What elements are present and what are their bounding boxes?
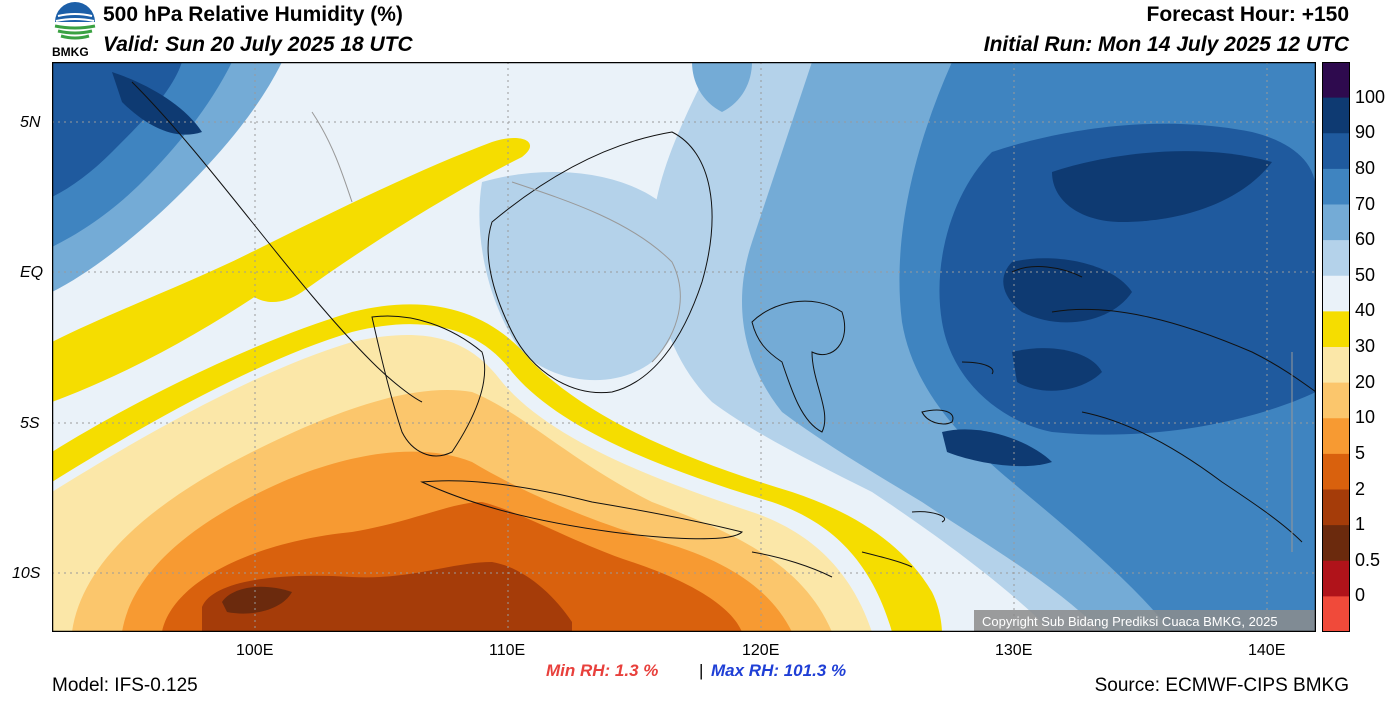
- lon-label-140e: 140E: [1248, 642, 1286, 659]
- lat-label-5n: 5N: [20, 114, 41, 131]
- colorbar-label: 70: [1355, 193, 1376, 214]
- colorbar-swatch: [1322, 204, 1350, 241]
- colorbar-swatch: [1322, 311, 1350, 348]
- valid-time: Valid: Sun 20 July 2025 18 UTC: [103, 33, 413, 56]
- colorbar-label: 40: [1355, 300, 1376, 321]
- lon-label-110e: 110E: [489, 642, 526, 659]
- model-label: Model: IFS-0.125: [52, 675, 198, 696]
- colorbar-label: 0.5: [1355, 549, 1381, 570]
- colorbar-label: 5: [1355, 442, 1366, 463]
- colorbar-swatch: [1322, 453, 1350, 490]
- colorbar-swatch: [1322, 62, 1350, 99]
- colorbar-label: 0: [1355, 585, 1366, 606]
- colorbar-swatch: [1322, 525, 1350, 562]
- colorbar-swatch: [1322, 560, 1350, 597]
- lat-label-5s: 5S: [20, 415, 40, 432]
- colorbar-label: 30: [1355, 336, 1376, 356]
- bmkg-logo-icon: [54, 2, 96, 40]
- colorbar-label: 90: [1355, 122, 1376, 143]
- colorbar-swatch: [1322, 489, 1350, 526]
- forecast-hour: Forecast Hour: +150: [1146, 3, 1350, 26]
- colorbar-swatch: [1322, 382, 1350, 419]
- lon-label-130e: 130E: [995, 642, 1033, 659]
- lon-label-120e: 120E: [742, 642, 780, 659]
- humidity-map: Copyright Sub Bidang Prediksi Cuaca BMKG…: [52, 62, 1316, 632]
- colorbar-swatch: [1322, 347, 1350, 384]
- colorbar-label: 60: [1355, 229, 1376, 250]
- colorbar-swatch: [1322, 275, 1350, 312]
- min-rh: Min RH: 1.3 %: [546, 661, 659, 680]
- colorbar-label: 20: [1355, 371, 1376, 392]
- coastlines: [131, 81, 1316, 578]
- colorbar-swatch: [1322, 133, 1350, 170]
- colorbar-swatch: [1322, 418, 1350, 455]
- colorbar-label: 10: [1355, 407, 1376, 428]
- copyright-text: Copyright Sub Bidang Prediksi Cuaca BMKG…: [982, 614, 1278, 629]
- colorbar: [1322, 62, 1350, 632]
- lat-label-10s: 10S: [12, 565, 41, 582]
- source-label: Source: ECMWF-CIPS BMKG: [1094, 675, 1349, 696]
- lon-label-100e: 100E: [236, 642, 274, 659]
- map-title: 500 hPa Relative Humidity (%): [103, 3, 403, 26]
- colorbar-label: 80: [1355, 157, 1376, 178]
- colorbar-label: 50: [1355, 264, 1376, 285]
- map-frame: [52, 62, 1316, 632]
- stats-separator: |: [699, 661, 704, 680]
- colorbar-swatch: [1322, 168, 1350, 205]
- colorbar-label: 1: [1355, 514, 1366, 535]
- lat-label-eq: EQ: [20, 264, 44, 281]
- colorbar-swatch: [1322, 596, 1350, 632]
- colorbar-swatch: [1322, 97, 1350, 134]
- bmkg-logo: BMKG: [52, 0, 98, 60]
- colorbar-label: 2: [1355, 478, 1366, 499]
- initial-run: Initial Run: Mon 14 July 2025 12 UTC: [983, 33, 1349, 56]
- colorbar-label: 100: [1355, 86, 1386, 107]
- logo-text: BMKG: [52, 45, 89, 59]
- max-rh: Max RH: 101.3 %: [711, 661, 847, 680]
- colorbar-swatch: [1322, 240, 1350, 277]
